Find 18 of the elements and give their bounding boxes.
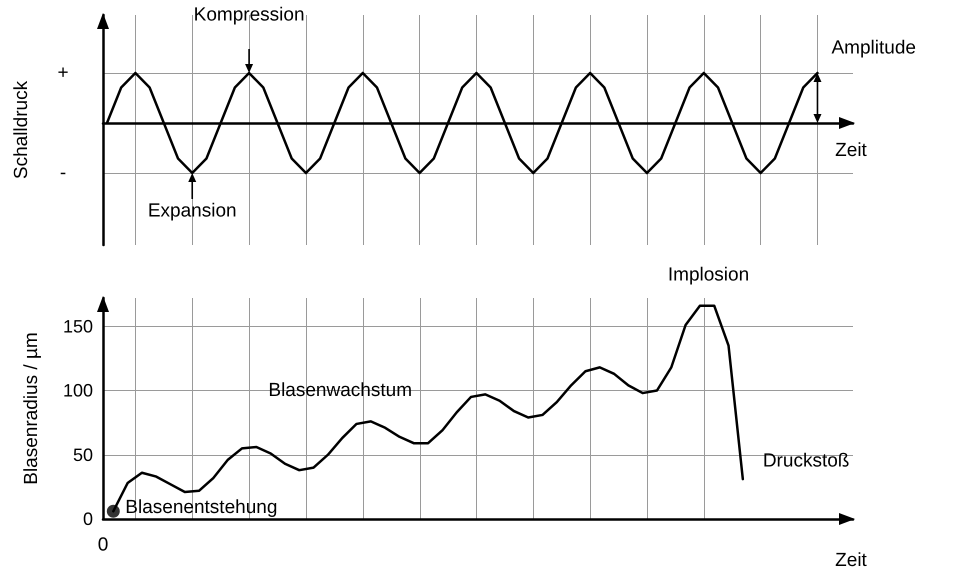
y-tick-label: 150 — [62, 316, 93, 336]
y-tick-label: 100 — [62, 380, 93, 401]
y-axis-title: Blasenradius / µm — [21, 332, 42, 485]
text: + — [57, 62, 69, 84]
text: 0 — [98, 534, 108, 556]
text: Implosion — [668, 264, 750, 286]
y-tick-label: 0 — [82, 509, 93, 529]
text: Druckstoß — [762, 450, 850, 472]
text: - — [60, 162, 66, 184]
x-axis-title: Zeit — [835, 140, 868, 161]
text: Amplitude — [831, 38, 916, 58]
annotation: Blasenwachstum — [268, 380, 412, 402]
x-axis-title: Zeit — [835, 550, 868, 570]
annotation: Blasenentstehung — [125, 496, 278, 518]
y-tick-label: 50 — [72, 444, 93, 465]
text: Expansion — [148, 200, 237, 222]
text: Kompression — [194, 4, 305, 26]
y-axis-title: Schalldruck — [11, 80, 32, 180]
